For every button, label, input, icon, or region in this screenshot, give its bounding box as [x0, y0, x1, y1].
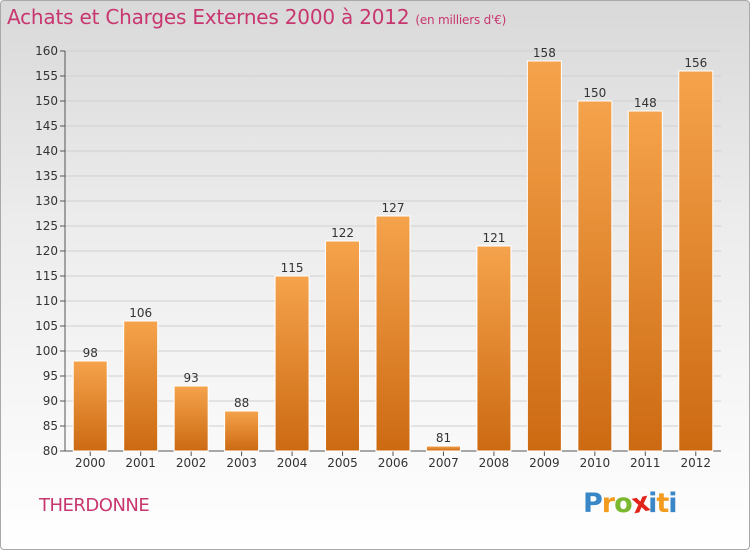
value-label-2001: 106 — [129, 306, 152, 320]
bar-2008 — [476, 245, 512, 452]
logo-letter: i — [668, 488, 677, 519]
logo-letter: P — [583, 488, 603, 519]
commune-name: THERDONNE — [39, 495, 150, 516]
x-tick-label: 2009 — [529, 456, 560, 470]
y-tick-label: 115 — [35, 269, 58, 283]
y-tick-label: 150 — [35, 94, 58, 108]
bar-2005 — [325, 240, 361, 452]
x-tick-label: 2003 — [226, 456, 257, 470]
value-label-2009: 158 — [533, 46, 556, 60]
bar-2000 — [72, 360, 108, 452]
logo-letter: i — [648, 488, 657, 519]
y-tick-label: 105 — [35, 319, 58, 333]
logo-letter: t — [656, 488, 669, 519]
x-tick-label: 2001 — [125, 456, 156, 470]
x-tick-label: 2007 — [428, 456, 459, 470]
x-tick-label: 2010 — [580, 456, 611, 470]
x-tick-label: 2004 — [277, 456, 308, 470]
value-label-2000: 98 — [83, 346, 98, 360]
value-label-2012: 156 — [684, 56, 707, 70]
y-tick-label: 160 — [35, 44, 58, 58]
value-label-2006: 127 — [382, 201, 405, 215]
bar-2002 — [173, 385, 209, 452]
bar-2004 — [274, 275, 310, 452]
value-label-2004: 115 — [281, 261, 304, 275]
y-tick-label: 110 — [35, 294, 58, 308]
value-label-2002: 93 — [184, 371, 199, 385]
value-label-2005: 122 — [331, 226, 354, 240]
value-label-2011: 148 — [634, 96, 657, 110]
bar-2001 — [123, 320, 159, 452]
y-tick-label: 120 — [35, 244, 58, 258]
bar-2003 — [224, 410, 260, 452]
x-tick-label: 2002 — [176, 456, 207, 470]
y-tick-label: 145 — [35, 119, 58, 133]
bar-2011 — [627, 110, 663, 452]
value-label-2003: 88 — [234, 396, 249, 410]
bar-2009 — [526, 60, 562, 452]
bar-2010 — [577, 100, 613, 452]
x-tick-label: 2008 — [479, 456, 510, 470]
x-tick-label: 2006 — [378, 456, 409, 470]
x-tick-label: 2000 — [75, 456, 106, 470]
value-label-2008: 121 — [482, 231, 505, 245]
proxiti-logo: Proxiti — [583, 487, 678, 521]
labels: 98 106 93 88 115 122 127 81 121 158 150 148 156 — [83, 46, 708, 445]
value-label-2010: 150 — [583, 86, 606, 100]
chart-subtitle: (en milliers d'€) — [415, 13, 507, 27]
y-tick-label: 155 — [35, 69, 58, 83]
y-tick-label: 100 — [35, 344, 58, 358]
y-tick-label: 90 — [43, 394, 58, 408]
x-tick-label: 2012 — [680, 456, 711, 470]
x-tick-label: 2011 — [630, 456, 661, 470]
y-tick-label: 130 — [35, 194, 58, 208]
bar-2007 — [425, 445, 461, 452]
y-tick-label: 80 — [43, 444, 58, 458]
x-tick-label: 2005 — [327, 456, 358, 470]
value-label-2007: 81 — [436, 431, 451, 445]
y-tick-label: 140 — [35, 144, 58, 158]
bar-2012 — [678, 70, 714, 452]
logo-letter: r — [601, 488, 615, 519]
bars — [72, 60, 714, 452]
bar-2006 — [375, 215, 411, 452]
y-tick-label: 135 — [35, 169, 58, 183]
y-tick-label: 125 — [35, 219, 58, 233]
y-tick-label: 95 — [43, 369, 58, 383]
logo-letter: o — [614, 488, 633, 519]
chart-title: Achats et Charges Externes 2000 à 2012 (e… — [7, 5, 506, 29]
y-tick-label: 85 — [43, 419, 58, 433]
title-text: Achats et Charges Externes 2000 à 2012 — [7, 5, 410, 29]
